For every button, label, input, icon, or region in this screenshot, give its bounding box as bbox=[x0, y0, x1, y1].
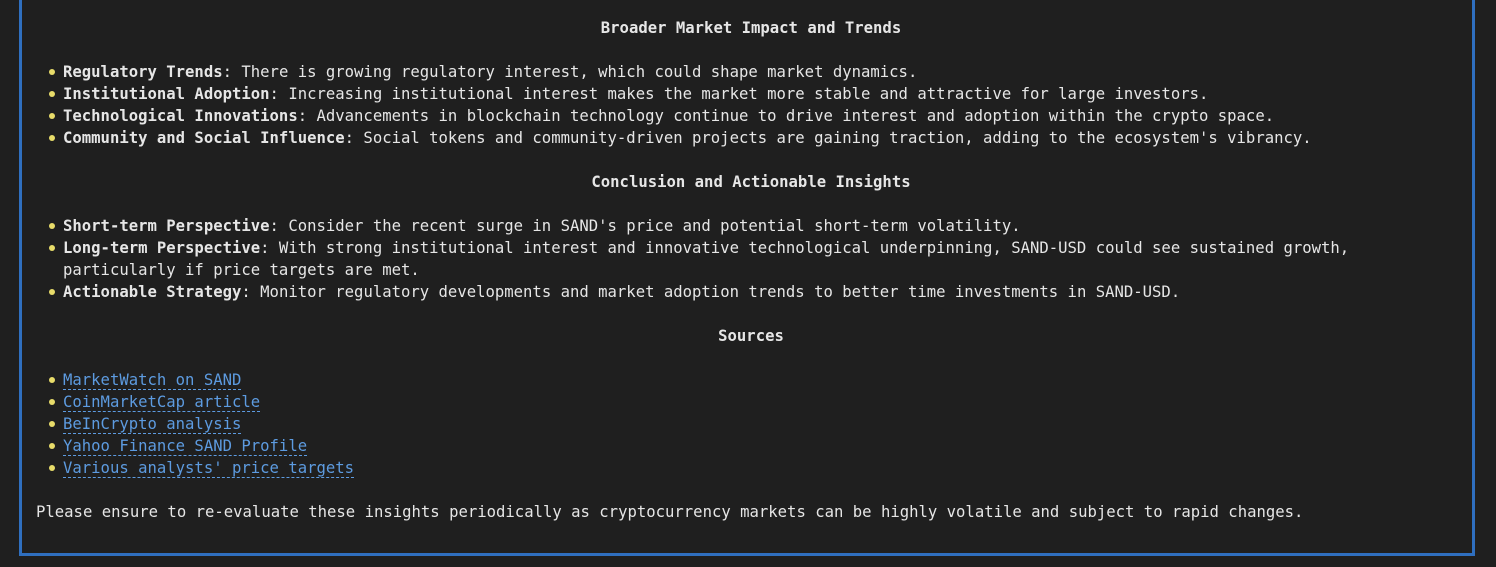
response-panel: Broader Market Impact and Trends Regulat… bbox=[19, 0, 1475, 556]
source-link-marketwatch[interactable]: MarketWatch on SAND bbox=[63, 371, 242, 390]
list-item-term: Technological Innovations bbox=[63, 107, 298, 125]
list-item-text: : Advancements in blockchain technology … bbox=[297, 107, 1275, 125]
list-item: CoinMarketCap article bbox=[49, 391, 1466, 413]
list-item-term: Institutional Adoption bbox=[63, 85, 270, 103]
list-item: MarketWatch on SAND bbox=[49, 369, 1466, 391]
list-item: Community and Social Influence: Social t… bbox=[49, 127, 1466, 149]
list-item: Long-term Perspective: With strong insti… bbox=[49, 237, 1466, 281]
list-item-term: Actionable Strategy bbox=[63, 283, 242, 301]
source-link-coinmarketcap[interactable]: CoinMarketCap article bbox=[63, 393, 261, 412]
sources-heading: Sources bbox=[718, 327, 784, 345]
list-item: Regulatory Trends: There is growing regu… bbox=[49, 61, 1466, 83]
list-item-text: : Monitor regulatory developments and ma… bbox=[241, 283, 1181, 301]
list-item-text: : Increasing institutional interest make… bbox=[269, 85, 1209, 103]
list-item-text: : There is growing regulatory interest, … bbox=[222, 63, 918, 81]
broader-market-list: Regulatory Trends: There is growing regu… bbox=[36, 61, 1466, 149]
conclusion-heading: Conclusion and Actionable Insights bbox=[591, 173, 911, 191]
source-link-beincrypto[interactable]: BeInCrypto analysis bbox=[63, 415, 242, 434]
list-item: Short-term Perspective: Consider the rec… bbox=[49, 215, 1466, 237]
list-item-term: Community and Social Influence bbox=[63, 129, 345, 147]
list-item-text: : With strong institutional interest and… bbox=[63, 239, 1350, 279]
list-item: Actionable Strategy: Monitor regulatory … bbox=[49, 281, 1466, 303]
list-item-text: : Consider the recent surge in SAND's pr… bbox=[269, 217, 1021, 235]
list-item: BeInCrypto analysis bbox=[49, 413, 1466, 435]
list-item: Technological Innovations: Advancements … bbox=[49, 105, 1466, 127]
list-item: Institutional Adoption: Increasing insti… bbox=[49, 83, 1466, 105]
footer-note: Please ensure to re-evaluate these insig… bbox=[36, 503, 1304, 521]
source-link-yahoo-finance[interactable]: Yahoo Finance SAND Profile bbox=[63, 437, 308, 456]
list-item-text: : Social tokens and community-driven pro… bbox=[344, 129, 1312, 147]
list-item-term: Short-term Perspective bbox=[63, 217, 270, 235]
broader-market-heading: Broader Market Impact and Trends bbox=[600, 19, 902, 37]
list-item: Yahoo Finance SAND Profile bbox=[49, 435, 1466, 457]
sources-list: MarketWatch on SAND CoinMarketCap articl… bbox=[36, 369, 1466, 479]
conclusion-list: Short-term Perspective: Consider the rec… bbox=[36, 215, 1466, 303]
response-content: Broader Market Impact and Trends Regulat… bbox=[36, 17, 1466, 523]
source-link-analysts-targets[interactable]: Various analysts' price targets bbox=[63, 459, 355, 478]
list-item-term: Long-term Perspective bbox=[63, 239, 261, 257]
list-item-term: Regulatory Trends bbox=[63, 63, 223, 81]
list-item: Various analysts' price targets bbox=[49, 457, 1466, 479]
